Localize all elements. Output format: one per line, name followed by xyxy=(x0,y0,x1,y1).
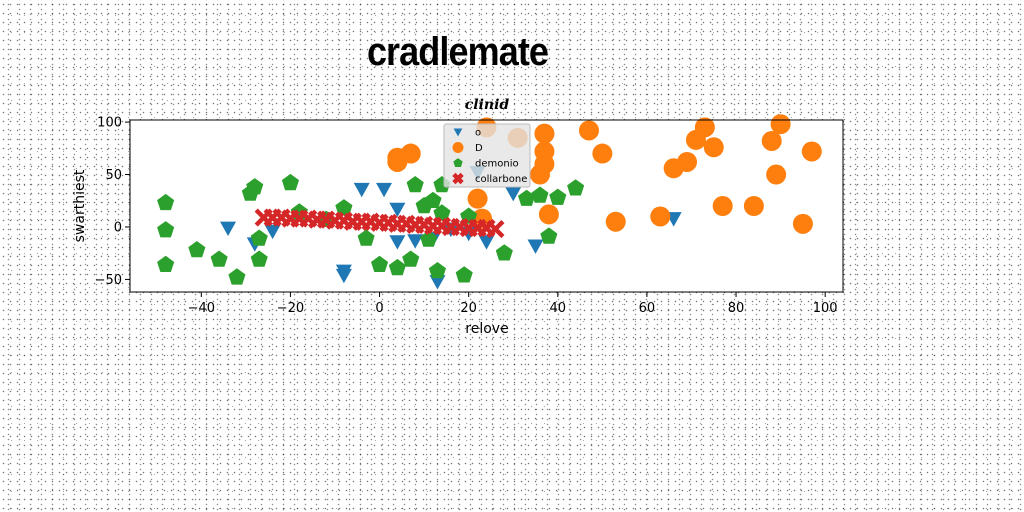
data-point xyxy=(743,196,764,216)
data-point xyxy=(246,178,264,195)
x-tick-label: 80 xyxy=(728,301,745,316)
data-point xyxy=(495,244,513,261)
data-point xyxy=(357,229,375,246)
data-point xyxy=(188,241,206,258)
data-point xyxy=(210,250,228,267)
data-point xyxy=(538,204,559,225)
legend-label: collarbone xyxy=(475,174,527,185)
data-point xyxy=(250,250,268,267)
data-point xyxy=(250,229,268,246)
data-point xyxy=(770,114,791,135)
x-tick-label: 40 xyxy=(550,301,567,316)
data-point xyxy=(801,141,822,162)
data-point xyxy=(534,141,555,162)
data-point xyxy=(567,179,585,196)
data-point xyxy=(478,235,495,250)
data-point xyxy=(433,204,451,221)
chart-title: clinid xyxy=(465,97,510,113)
y-tick-label: −50 xyxy=(95,273,122,288)
data-point xyxy=(388,258,406,276)
x-tick-label: −20 xyxy=(277,301,304,316)
page-title: cradlemate xyxy=(366,30,549,74)
data-point xyxy=(792,213,813,234)
data-point xyxy=(371,255,389,272)
legend-label: demonio xyxy=(475,159,519,170)
x-tick-label: −40 xyxy=(188,301,215,316)
data-point xyxy=(592,143,613,164)
plot-frame-border xyxy=(129,119,844,293)
data-point xyxy=(157,255,175,272)
data-point xyxy=(712,196,733,216)
data-point xyxy=(605,211,626,232)
data-point xyxy=(264,224,281,240)
series-demonio xyxy=(157,173,585,285)
data-point xyxy=(703,137,724,158)
data-point xyxy=(527,239,544,254)
data-point xyxy=(228,268,246,285)
data-point xyxy=(406,176,424,193)
data-point xyxy=(428,262,446,279)
data-point xyxy=(157,221,175,238)
x-tick-label: 20 xyxy=(460,301,477,316)
y-axis-label: swarthiest xyxy=(72,169,88,242)
legend-marker xyxy=(453,128,463,137)
data-point xyxy=(424,191,442,208)
y-tick-label: 100 xyxy=(97,116,122,131)
data-point xyxy=(518,189,536,206)
data-point xyxy=(578,120,599,141)
series-collarbone xyxy=(254,208,505,239)
data-point xyxy=(761,130,782,151)
series-D xyxy=(387,114,822,234)
data-point xyxy=(467,188,488,209)
data-point xyxy=(407,234,424,249)
data-point xyxy=(694,117,715,138)
legend-marker xyxy=(453,158,463,167)
data-point xyxy=(220,221,237,237)
data-point xyxy=(540,227,558,244)
data-point xyxy=(157,193,175,211)
data-point xyxy=(534,123,555,144)
data-point xyxy=(455,266,473,283)
data-point xyxy=(486,219,505,239)
legend-label: D xyxy=(475,143,483,154)
legend-marker xyxy=(452,172,464,185)
data-point xyxy=(389,202,406,218)
data-points xyxy=(157,114,822,290)
data-point xyxy=(531,186,549,203)
x-tick-label: 100 xyxy=(813,301,838,316)
data-point xyxy=(549,188,567,205)
data-point xyxy=(505,187,522,202)
data-point xyxy=(353,182,370,198)
data-point xyxy=(281,173,299,191)
data-point xyxy=(429,275,446,290)
x-tick-label: 60 xyxy=(639,301,656,316)
data-point xyxy=(650,206,671,227)
legend-label: o xyxy=(475,128,481,139)
legend-marker xyxy=(452,142,464,153)
data-point xyxy=(389,235,406,250)
data-point xyxy=(402,250,420,267)
data-point xyxy=(376,182,393,198)
axis-ticks: −40 −20 0 20 40 60 80 100 −50 0 50 100 xyxy=(95,116,838,316)
data-point xyxy=(335,268,352,284)
data-point xyxy=(420,230,438,247)
data-point xyxy=(766,164,787,185)
data-point xyxy=(335,199,353,216)
y-tick-label: 50 xyxy=(105,168,122,183)
data-point xyxy=(400,143,421,164)
y-tick-label: 0 xyxy=(114,220,122,235)
data-point xyxy=(677,151,698,172)
x-tick-label: 0 xyxy=(375,301,383,316)
x-axis-label: relove xyxy=(465,321,508,337)
legend-box xyxy=(443,123,531,188)
